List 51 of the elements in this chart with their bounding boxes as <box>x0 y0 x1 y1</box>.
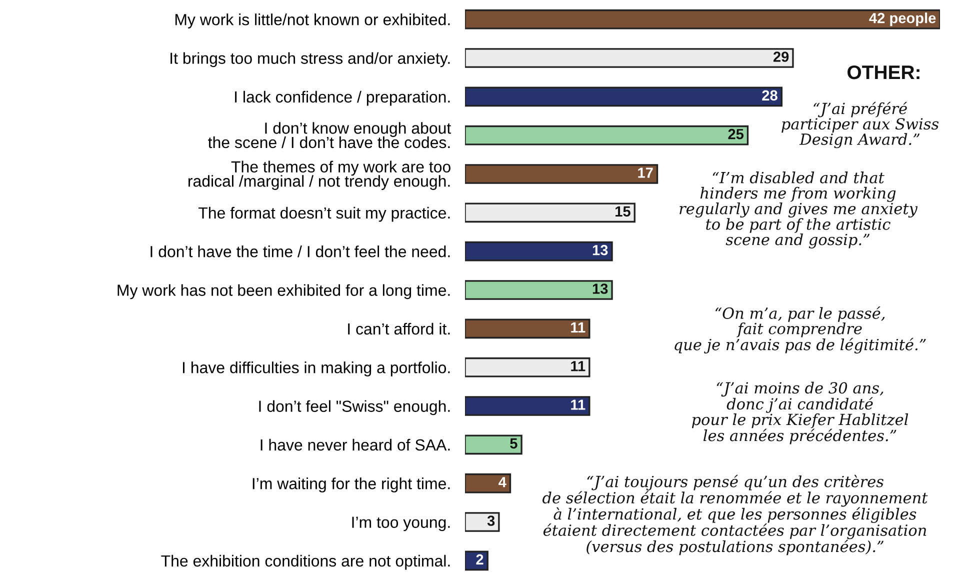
y-tick-label: I don’t know enough about the scene / I don’t have the codes. <box>208 122 452 148</box>
y-tick-label: I can’t afford it. <box>348 322 450 335</box>
data-label: 42 people <box>869 12 936 26</box>
bar <box>465 164 658 184</box>
y-tick-label: I have never heard of SAA. <box>260 438 450 451</box>
data-label: 13 <box>592 284 608 294</box>
annotation: “I’m disabled and that hinders me from working regularly and gives me anxiety to be part of the artistic scene and gossip.” <box>680 172 918 248</box>
data-label: 11 <box>571 361 586 372</box>
bar <box>465 86 782 107</box>
data-label: 5 <box>510 438 518 449</box>
bar <box>465 241 613 262</box>
bar <box>465 318 590 339</box>
y-tick-label: The themes of my work are too radical /marginal / not trendy enough. <box>188 160 450 190</box>
data-label: 2 <box>476 554 484 564</box>
data-label: 25 <box>728 128 744 140</box>
annotation: “J’ai préféré participer aux Swiss Design Award.” <box>782 102 939 148</box>
bar <box>465 357 590 378</box>
annotation: “On m’a, par le passé, fait comprendre que je n’avais pas de légitimité.” <box>674 306 926 354</box>
y-tick-label: I lack confidence / preparation. <box>235 90 450 106</box>
bar <box>465 550 488 571</box>
y-tick-label: The format doesn’t suit my practice. <box>198 206 450 222</box>
data-label: 29 <box>773 52 789 62</box>
data-label: 13 <box>592 244 608 256</box>
bar <box>465 396 590 416</box>
y-tick-label: I’m waiting for the right time. <box>252 478 450 492</box>
data-label: 17 <box>638 168 653 178</box>
bar <box>465 512 500 532</box>
annotation: “J’ai moins de 30 ans, donc j’ai candidaté pour le prix Kiefer Hablitzel les années précédentes.” <box>692 382 908 444</box>
annotation: OTHER: <box>848 65 920 80</box>
bar <box>465 125 749 146</box>
annotation: “J’ai toujours pensé qu’un des critères de sélection était la renommée et le rayonnement à l’international, et que les personnes éligibles étaient directement contactées par l’organisation (versus des postulations spontanées).” <box>542 474 928 556</box>
y-tick-label: My work has not been exhibited for a long time. <box>118 284 450 300</box>
bar <box>465 473 512 494</box>
y-tick-label: I don’t have the time / I don’t feel the need. <box>150 246 450 258</box>
y-tick-label: The exhibition conditions are not optimal. <box>161 554 450 570</box>
bar <box>465 202 636 223</box>
data-label: 15 <box>616 206 630 217</box>
y-tick-label: I don’t feel "Swiss" enough. <box>259 400 450 416</box>
data-label: 3 <box>487 516 495 526</box>
bar <box>465 48 794 68</box>
y-tick-label: I’m too young. <box>352 516 450 532</box>
y-tick-label: It brings too much stress and/or anxiety. <box>170 52 450 68</box>
y-tick-label: My work is little/not known or exhibited. <box>175 14 450 28</box>
data-label: 4 <box>498 477 506 488</box>
bar <box>465 434 522 455</box>
bar <box>465 280 613 300</box>
data-label: 28 <box>762 90 778 101</box>
bar <box>465 9 940 30</box>
y-tick-label: I have difficulties in making a portfolio. <box>182 362 450 376</box>
data-label: 11 <box>571 322 586 332</box>
data-label: 11 <box>571 400 586 410</box>
